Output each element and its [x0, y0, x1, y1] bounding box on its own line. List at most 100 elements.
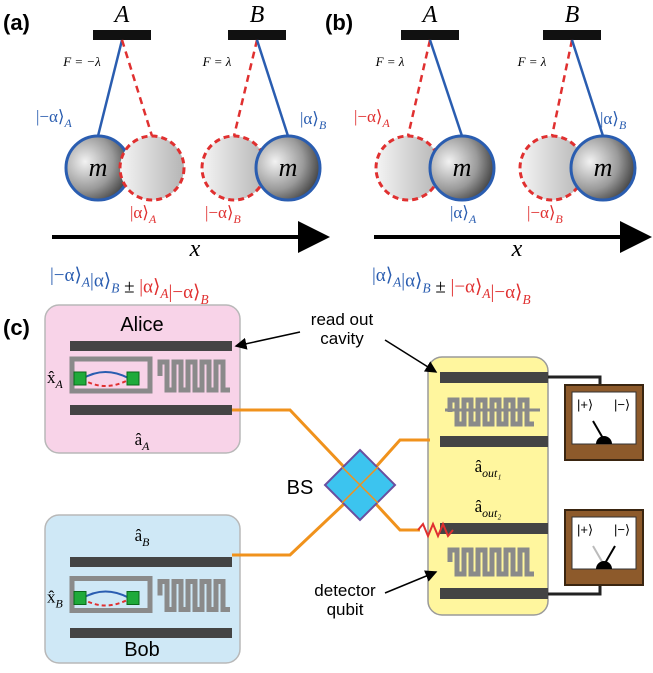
support	[543, 30, 601, 40]
ket: x̂	[47, 588, 56, 607]
state-label: |α⟩A	[450, 203, 477, 226]
operator: ±	[119, 276, 139, 297]
ket-sub: B	[56, 597, 63, 611]
cavity-bar	[440, 436, 548, 447]
cavity-bar	[440, 588, 548, 599]
panel-label: (a)	[3, 10, 30, 35]
ket: |−α⟩	[36, 107, 65, 126]
beam	[373, 438, 430, 469]
equation: |α⟩A|α⟩B ± |−α⟩A|−α⟩B	[372, 265, 531, 307]
note: qubit	[327, 600, 364, 619]
meter-face	[571, 391, 637, 445]
ket-sub: A	[392, 275, 402, 290]
state-label: |−α⟩B	[205, 203, 241, 226]
meter-label: |+⟩	[577, 522, 593, 537]
beam	[373, 501, 420, 532]
ket: |α⟩	[450, 203, 469, 222]
force-label: F = −λ	[62, 54, 101, 69]
junction	[126, 371, 140, 386]
string	[255, 39, 290, 137]
ket: |−α⟩	[527, 203, 556, 222]
ket: |−α⟩	[205, 203, 234, 222]
meter-pivot	[596, 436, 612, 444]
note: read out	[311, 310, 374, 329]
pivot-label: B	[565, 2, 580, 28]
panel-label: (b)	[325, 10, 353, 35]
node-box	[44, 514, 241, 664]
resonator	[157, 579, 230, 612]
ket-sub: A	[468, 212, 477, 226]
ket: |α⟩	[300, 109, 319, 128]
ket: x̂	[47, 368, 56, 387]
ket: â	[135, 526, 143, 545]
ket-sub: A	[64, 116, 73, 130]
pointer	[384, 570, 438, 594]
coupling-dashed	[81, 378, 131, 387]
ket-sub: B	[522, 292, 530, 307]
mass	[254, 134, 322, 202]
state-label: |α⟩B	[600, 109, 626, 132]
junction	[126, 591, 140, 605]
operator: ±	[431, 276, 451, 297]
ket-sub: B	[142, 535, 149, 549]
panel-label: (c)	[3, 315, 30, 340]
photon	[417, 521, 454, 539]
ket: |−α⟩	[491, 282, 523, 303]
cavity-bar	[440, 372, 548, 383]
resonator	[447, 547, 534, 577]
ket: |−α⟩	[169, 282, 201, 303]
mode-label: âB	[135, 526, 150, 549]
ket: |−α⟩	[354, 107, 383, 126]
junction	[73, 371, 87, 386]
force-label: F = λ	[517, 54, 547, 69]
ket-sub: A	[159, 286, 169, 301]
string-dashed	[232, 39, 259, 137]
note: cavity	[320, 329, 364, 348]
string	[428, 39, 464, 137]
ket: â	[475, 497, 483, 516]
pivot-label: A	[421, 2, 438, 28]
qubit-label: x̂B	[47, 588, 63, 611]
meter-pivot	[596, 561, 612, 569]
string-dashed	[550, 39, 574, 137]
pointer	[234, 331, 301, 350]
qubit-loop	[69, 356, 153, 394]
support	[401, 30, 459, 40]
resonator	[157, 359, 230, 393]
mass-label: m	[594, 153, 613, 182]
ket: |α⟩	[401, 271, 422, 292]
resonator	[447, 397, 534, 427]
qubit-label: x̂A	[47, 368, 64, 391]
mass	[569, 134, 637, 202]
meter-label: |−⟩	[614, 397, 630, 412]
ket-sub: B	[619, 118, 626, 132]
note: detector	[314, 581, 376, 600]
ket-sub: A	[481, 286, 491, 301]
qubit-loop	[69, 576, 153, 613]
ket: |−α⟩	[50, 265, 82, 286]
equation: |−α⟩A|α⟩B ± |α⟩A|−α⟩B	[50, 265, 209, 307]
ket: â	[135, 430, 143, 449]
ket: |α⟩	[600, 109, 619, 128]
mass-label: m	[279, 153, 298, 182]
meter-label: |+⟩	[577, 397, 593, 412]
support	[93, 30, 151, 40]
cavity-bar	[440, 523, 548, 534]
string-dashed	[406, 39, 432, 137]
output-label: âout₁	[475, 457, 502, 480]
string	[96, 39, 124, 137]
mass	[428, 134, 496, 202]
ket-sub: B	[200, 292, 208, 307]
ket: |α⟩	[139, 276, 160, 297]
ket: â	[475, 457, 483, 476]
ket: |α⟩	[130, 203, 149, 222]
ket-sub: B	[111, 280, 119, 295]
string-dashed	[120, 39, 154, 137]
junction	[73, 591, 87, 605]
ket-sub: B	[422, 280, 430, 295]
ket-sub: A	[148, 212, 157, 226]
mass-ghost	[118, 134, 186, 202]
state-label: |−α⟩A	[36, 107, 73, 130]
support	[228, 30, 286, 40]
